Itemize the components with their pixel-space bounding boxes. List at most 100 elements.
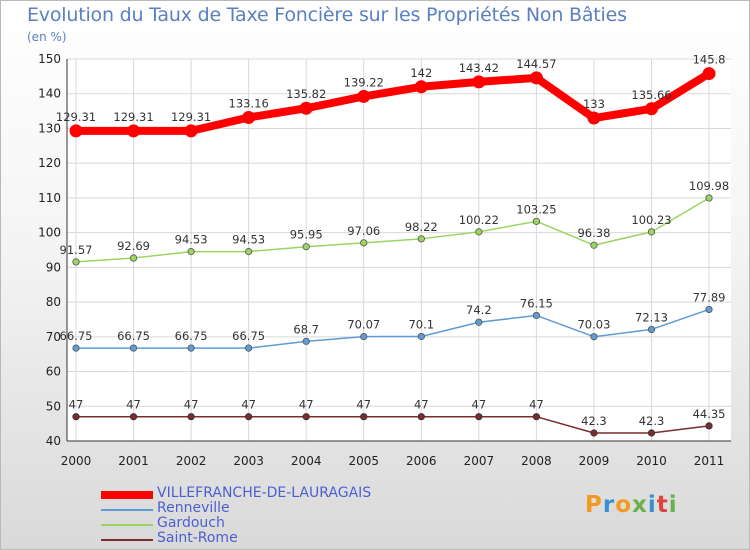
data-label: 42.3 — [581, 414, 607, 428]
logo-letter: i — [647, 492, 657, 518]
legend-swatch — [101, 491, 153, 499]
y-tick-label: 130 — [38, 121, 61, 135]
data-label: 129.31 — [171, 110, 211, 124]
y-tick-label: 80 — [46, 295, 61, 309]
y-tick-label: 40 — [46, 434, 61, 448]
data-label: 143.42 — [459, 61, 499, 75]
data-point — [245, 344, 253, 352]
x-tick-label: 2003 — [233, 454, 264, 468]
data-label: 66.75 — [60, 329, 93, 343]
data-point — [705, 305, 713, 314]
y-tick-label: 150 — [38, 52, 61, 66]
data-label: 98.22 — [405, 220, 438, 234]
data-point — [532, 311, 541, 320]
legend-swatch — [101, 524, 153, 526]
data-point — [302, 413, 310, 421]
data-point — [705, 422, 713, 430]
data-label: 70.07 — [347, 318, 380, 332]
logo-letter: r — [602, 492, 616, 518]
plot-area — [67, 59, 731, 441]
x-tick-label: 2000 — [61, 454, 92, 468]
data-label: 42.3 — [639, 414, 665, 428]
data-point — [414, 80, 428, 94]
data-label: 94.53 — [175, 233, 208, 247]
data-point — [245, 413, 253, 421]
data-point — [129, 413, 138, 421]
y-tick-label: 90 — [46, 260, 61, 274]
data-label: 66.75 — [232, 329, 265, 343]
data-point — [302, 337, 310, 345]
data-point — [360, 239, 368, 247]
data-point — [532, 217, 541, 225]
data-point — [129, 344, 138, 352]
data-label: 142 — [410, 66, 432, 80]
x-tick-label: 2005 — [348, 454, 379, 468]
x-tick-label: 2001 — [118, 454, 149, 468]
data-label: 145.8 — [693, 53, 726, 67]
data-point — [645, 102, 658, 116]
data-point — [475, 413, 483, 421]
data-point — [705, 194, 713, 202]
logo-letter: i — [668, 492, 678, 518]
y-tick-label: 60 — [46, 365, 61, 379]
legend-label: Gardouch — [157, 515, 225, 531]
data-point — [187, 413, 195, 421]
data-point — [245, 248, 253, 256]
data-label: 68.7 — [293, 322, 319, 336]
data-label: 95.95 — [290, 228, 323, 242]
legend-swatch — [101, 509, 153, 511]
data-label: 109.98 — [689, 179, 729, 193]
y-tick-label: 70 — [46, 330, 61, 344]
x-tick-label: 2006 — [406, 454, 437, 468]
legend-label: Saint-Rome — [157, 530, 238, 546]
data-label: 66.75 — [175, 329, 208, 343]
line-chart: 40 50 60 70 80 90 100 110 120 130 140 150 2000 2001 20… — [38, 52, 731, 468]
data-label: 70.1 — [408, 317, 434, 331]
data-point — [72, 344, 80, 352]
data-label: 129.31 — [113, 110, 153, 124]
data-label: 76.15 — [520, 296, 553, 310]
data-point — [532, 413, 541, 421]
legend-swatch — [101, 539, 153, 541]
data-label: 96.38 — [577, 226, 610, 240]
data-point — [590, 429, 598, 437]
data-label: 135.82 — [286, 87, 326, 101]
logo-letter: x — [632, 492, 648, 518]
data-label: 139.22 — [344, 75, 384, 89]
data-label: 133 — [583, 97, 605, 111]
data-label: 47 — [241, 398, 256, 412]
data-point — [590, 241, 598, 249]
data-label: 91.57 — [60, 243, 93, 257]
data-label: 129.31 — [56, 110, 96, 124]
data-point — [184, 124, 198, 138]
data-label: 47 — [472, 398, 487, 412]
data-point — [475, 318, 483, 326]
x-tick-label: 2011 — [694, 454, 725, 468]
x-tick-label: 2002 — [176, 454, 207, 468]
data-label: 144.57 — [516, 57, 556, 71]
data-label: 47 — [69, 398, 84, 412]
chart-title: Evolution du Taux de Taxe Foncière sur l… — [27, 4, 627, 26]
data-point — [72, 413, 80, 421]
y-tick-label: 100 — [38, 226, 61, 240]
data-point — [187, 248, 195, 256]
data-label: 72.13 — [635, 310, 668, 324]
data-point — [472, 75, 486, 89]
data-label: 135.66 — [631, 88, 671, 102]
legend-label: VILLEFRANCHE-DE-LAURAGAIS — [157, 485, 372, 501]
data-point — [590, 333, 598, 341]
data-point — [529, 71, 543, 85]
data-label: 47 — [356, 398, 371, 412]
data-point — [357, 89, 371, 103]
data-label: 77.89 — [693, 290, 726, 304]
data-label: 70.03 — [577, 318, 610, 332]
logo-letter: P — [585, 492, 603, 518]
data-point — [302, 243, 310, 251]
data-point — [647, 429, 656, 437]
unit-label: (en %) — [27, 30, 67, 44]
data-point — [72, 258, 80, 266]
data-label: 47 — [414, 398, 429, 412]
data-label: 74.2 — [466, 303, 492, 317]
x-tick-label: 2004 — [291, 454, 322, 468]
